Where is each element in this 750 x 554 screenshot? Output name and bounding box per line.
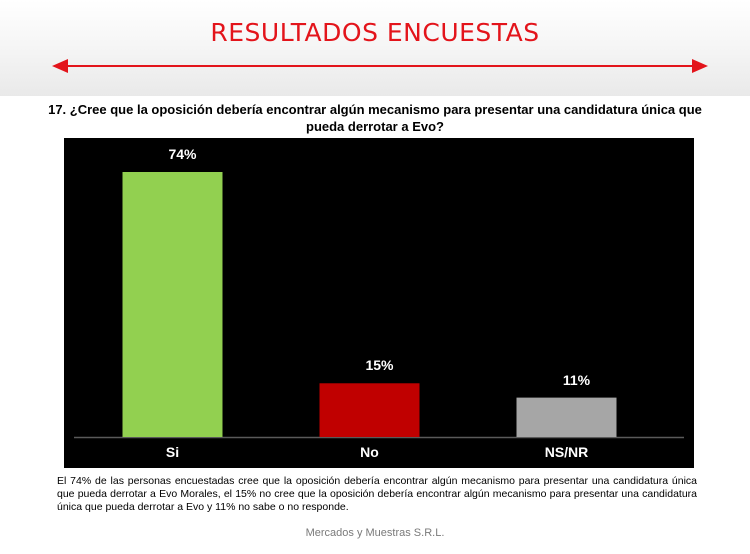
category-label: Si xyxy=(165,444,180,460)
page-title: RESULTADOS ENCUESTAS xyxy=(210,18,540,47)
bar-chart: 74% Si 15% No 11% NS/NR xyxy=(64,138,694,468)
header-band xyxy=(0,0,750,96)
chart-canvas xyxy=(74,172,684,439)
bar-no xyxy=(319,383,420,437)
footer-credit: Mercados y Muestras S.R.L. xyxy=(305,527,445,539)
data-label: 74% xyxy=(168,146,197,162)
category-label: No xyxy=(360,444,379,460)
data-label: 11% xyxy=(562,371,591,388)
data-label: 15% xyxy=(365,357,394,374)
category-label: NS/NR xyxy=(544,444,589,460)
bar-si xyxy=(122,172,223,437)
double-arrow-icon xyxy=(52,59,708,73)
bar-ns-nr xyxy=(516,397,617,437)
survey-question: 17. ¿Cree que la oposición debería encon… xyxy=(48,102,702,134)
results-description: El 74% de las personas encuestadas cree … xyxy=(57,475,697,513)
